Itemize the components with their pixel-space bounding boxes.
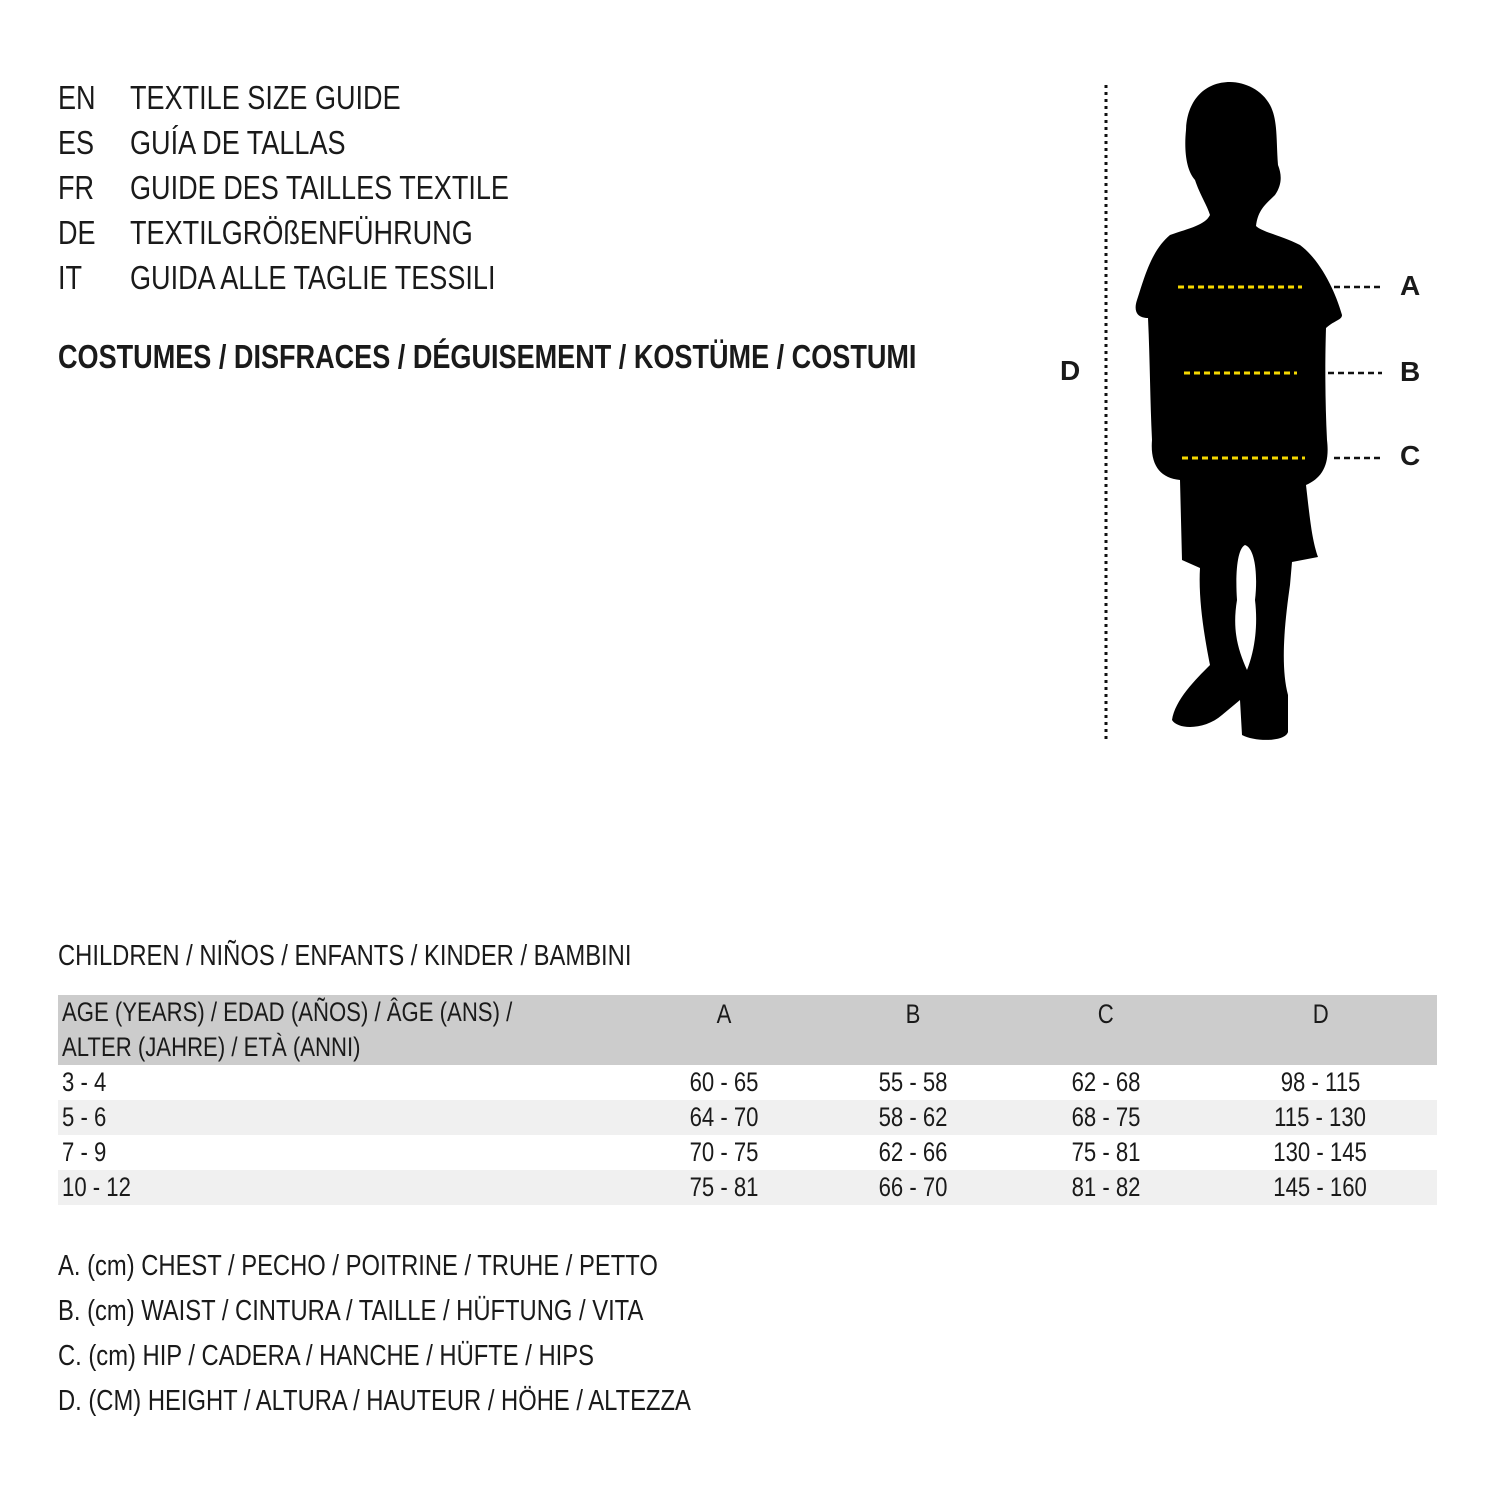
cell-text: 98 - 115	[1280, 1067, 1361, 1097]
cell-a: 70 - 75	[630, 1135, 818, 1170]
cell-text: 55 - 58	[878, 1067, 948, 1097]
size-table: AGE (YEARS) / EDAD (AÑOS) / ÂGE (ANS) / A…	[58, 995, 1437, 1205]
cell-age: 5 - 6	[58, 1100, 630, 1135]
cell-b: 66 - 70	[818, 1170, 1008, 1205]
lang-code: DE	[58, 214, 96, 251]
cell-text: C. (cm) HIP / CADERA / HANCHE / HÜFTE / …	[58, 1340, 594, 1372]
cell-text: D. (CM) HEIGHT / ALTURA / HAUTEUR / HÖHE…	[58, 1385, 691, 1417]
header-age-line1: AGE (YEARS) / EDAD (AÑOS) / ÂGE (ANS) /	[62, 997, 513, 1027]
cell-b: 55 - 58	[818, 1065, 1008, 1100]
table-row: 5 - 6 64 - 70 58 - 62 68 - 75 115 - 130	[58, 1100, 1437, 1135]
label-d: D	[1060, 355, 1081, 386]
cell-text: 75 - 81	[689, 1172, 759, 1202]
cell-text: 7 - 9	[62, 1137, 107, 1167]
cell-text: 130 - 145	[1273, 1137, 1368, 1167]
label-a: A	[1400, 270, 1421, 301]
table-row: 7 - 9 70 - 75 62 - 66 75 - 81 130 - 145	[58, 1135, 1437, 1170]
cell-text: 62 - 66	[878, 1137, 948, 1167]
cell-text: 60 - 65	[689, 1067, 759, 1097]
category-heading: COSTUMES / DISFRACES / DÉGUISEMENT / KOS…	[58, 338, 1105, 376]
caption-text: CHILDREN / NIÑOS / ENFANTS / KINDER / BA…	[58, 940, 632, 972]
cell-a: 75 - 81	[630, 1170, 818, 1205]
cell-text: A. (cm) CHEST / PECHO / POITRINE / TRUHE…	[58, 1250, 658, 1282]
header-d: D	[1204, 995, 1437, 1065]
cell-d: 130 - 145	[1204, 1135, 1437, 1170]
cell-text: C	[1098, 999, 1114, 1029]
cell-c: 62 - 68	[1008, 1065, 1204, 1100]
cell-text: 81 - 82	[1071, 1172, 1141, 1202]
cell-age: 10 - 12	[58, 1170, 630, 1205]
cell-text: 145 - 160	[1273, 1172, 1368, 1202]
legend-b: B. (cm) WAIST / CINTURA / TAILLE / HÜFTU…	[58, 1295, 772, 1328]
lang-code: EN	[58, 79, 96, 116]
cell-text: 66 - 70	[878, 1172, 948, 1202]
cell-text: 64 - 70	[689, 1102, 759, 1132]
cell-c: 75 - 81	[1008, 1135, 1204, 1170]
cell-b: 62 - 66	[818, 1135, 1008, 1170]
cell-text: 58 - 62	[878, 1102, 948, 1132]
table-row: 3 - 4 60 - 65 55 - 58 62 - 68 98 - 115	[58, 1065, 1437, 1100]
leg-gap	[1235, 545, 1257, 670]
cell-text: 75 - 81	[1071, 1137, 1141, 1167]
cell-a: 64 - 70	[630, 1100, 818, 1135]
cell-text: 68 - 75	[1071, 1102, 1141, 1132]
cell-text: D	[1312, 999, 1329, 1029]
cell-d: 115 - 130	[1204, 1100, 1437, 1135]
table-header: AGE (YEARS) / EDAD (AÑOS) / ÂGE (ANS) / A…	[58, 995, 1437, 1065]
lang-code: ES	[58, 124, 95, 161]
cell-age: 7 - 9	[58, 1135, 630, 1170]
silhouette-body	[1135, 82, 1342, 740]
title-text: GUIDA ALLE TAGLIE TESSILI	[130, 259, 496, 296]
legend-a: A. (cm) CHEST / PECHO / POITRINE / TRUHE…	[58, 1250, 790, 1283]
measure-lines	[1178, 285, 1305, 460]
lang-code: IT	[58, 259, 83, 296]
legend-c: C. (cm) HIP / CADERA / HANCHE / HÜFTE / …	[58, 1340, 712, 1373]
cell-text: 62 - 68	[1071, 1067, 1141, 1097]
cell-text: 5 - 6	[62, 1102, 107, 1132]
title-text: TEXTILE SIZE GUIDE	[130, 79, 401, 116]
cell-text: 3 - 4	[62, 1067, 107, 1097]
header-c: C	[1008, 995, 1204, 1065]
cell-text: A	[716, 999, 732, 1029]
cell-text: B. (cm) WAIST / CINTURA / TAILLE / HÜFTU…	[58, 1295, 644, 1327]
cell-text: 70 - 75	[689, 1137, 759, 1167]
legend-d: D. (CM) HEIGHT / ALTURA / HAUTEUR / HÖHE…	[58, 1385, 830, 1418]
cell-text: 115 - 130	[1274, 1102, 1367, 1132]
cell-text: 10 - 12	[62, 1172, 131, 1202]
title-text: GUÍA DE TALLAS	[130, 124, 346, 161]
cell-text: B	[905, 999, 921, 1029]
table-caption: CHILDREN / NIÑOS / ENFANTS / KINDER / BA…	[58, 940, 757, 973]
cell-c: 81 - 82	[1008, 1170, 1204, 1205]
header-age-line2: ALTER (JAHRE) / ETÀ (ANNI)	[62, 1032, 361, 1062]
cell-b: 58 - 62	[818, 1100, 1008, 1135]
cell-d: 145 - 160	[1204, 1170, 1437, 1205]
header-a: A	[630, 995, 818, 1065]
header-b: B	[818, 995, 1008, 1065]
child-silhouette-icon	[1104, 82, 1382, 742]
cell-a: 60 - 65	[630, 1065, 818, 1100]
header-age: AGE (YEARS) / EDAD (AÑOS) / ÂGE (ANS) / A…	[58, 995, 630, 1065]
cell-c: 68 - 75	[1008, 1100, 1204, 1135]
table-row: 10 - 12 75 - 81 66 - 70 81 - 82 145 - 16…	[58, 1170, 1437, 1205]
label-c: C	[1400, 440, 1421, 471]
label-b: B	[1400, 356, 1421, 387]
cell-d: 98 - 115	[1204, 1065, 1437, 1100]
category-text: COSTUMES / DISFRACES / DÉGUISEMENT / KOS…	[58, 338, 917, 375]
title-text: GUIDE DES TAILLES TEXTILE	[130, 169, 509, 206]
cell-age: 3 - 4	[58, 1065, 630, 1100]
lang-code: FR	[58, 169, 95, 206]
title-text: TEXTILGRÖßENFÜHRUNG	[130, 214, 473, 251]
